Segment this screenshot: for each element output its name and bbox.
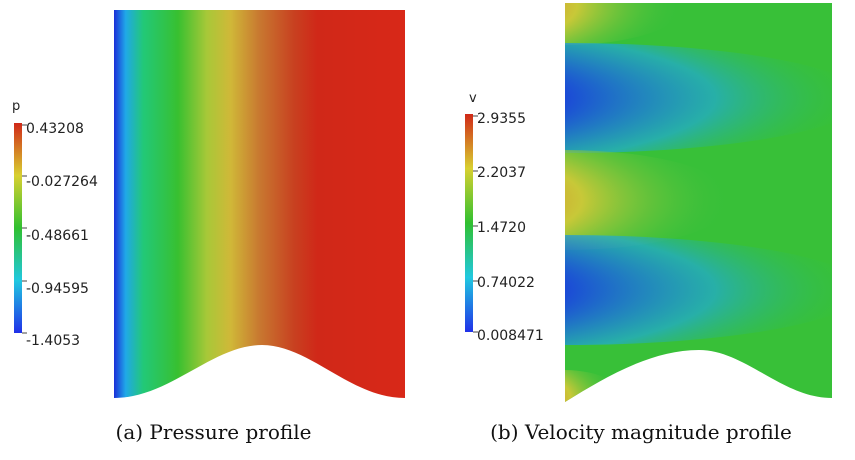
pressure-tick-label: -0.027264: [26, 174, 98, 190]
pressure-plot: p 0.43208 -0.027264 -0.48661 -0.94595 -1…: [12, 10, 405, 398]
pressure-tick-label: 0.43208: [26, 121, 84, 137]
velocity-tick-label: 2.9355: [477, 111, 526, 127]
velocity-tick-label: 1.4720: [477, 220, 526, 236]
pressure-figure: p 0.43208 -0.027264 -0.48661 -0.94595 -1…: [0, 0, 427, 460]
velocity-legend-title: v: [469, 91, 477, 106]
pressure-colorbar: [14, 123, 22, 333]
velocity-field: [565, 3, 832, 402]
velocity-colorbar-ticks: [473, 115, 478, 333]
velocity-caption: (b) Velocity magnitude profile: [490, 420, 792, 444]
velocity-tick-label: 0.008471: [477, 328, 544, 344]
pressure-caption: (a) Pressure profile: [115, 420, 312, 444]
velocity-figure: v 2.9355 2.2037 1.4720 0.74022 0.008471 …: [427, 0, 855, 460]
pressure-colorbar-ticks: [22, 124, 27, 334]
pressure-tick-label: -0.94595: [26, 281, 89, 297]
velocity-colorbar: [465, 114, 473, 332]
velocity-tick-label: 2.2037: [477, 165, 526, 181]
pressure-field: [114, 10, 405, 398]
velocity-plot: v 2.9355 2.2037 1.4720 0.74022 0.008471: [465, 3, 832, 402]
pressure-legend-title: p: [12, 99, 20, 114]
pressure-tick-label: -0.48661: [26, 228, 89, 244]
pressure-tick-label: -1.4053: [26, 333, 80, 349]
velocity-tick-label: 0.74022: [477, 275, 535, 291]
